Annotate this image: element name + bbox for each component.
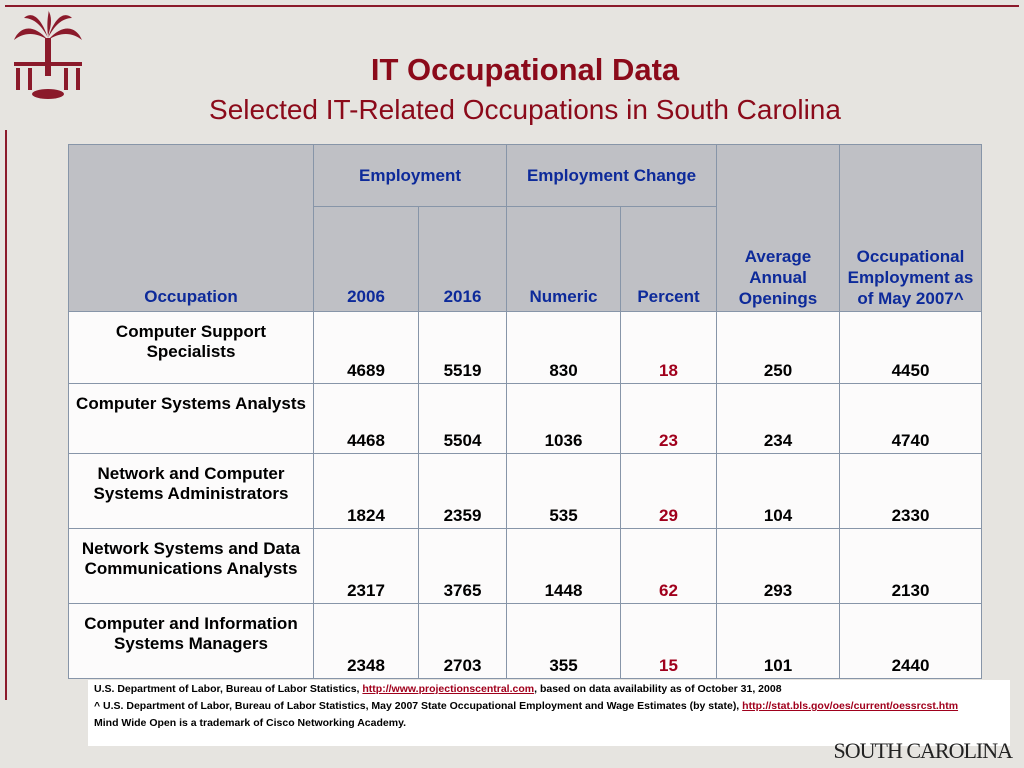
- value-cell: 250: [716, 311, 840, 384]
- header-cell: 2016: [418, 206, 507, 312]
- footnote-link[interactable]: http://stat.bls.gov/oes/current/oessrcst…: [742, 700, 959, 712]
- footnote: U.S. Department of Labor, Bureau of Labo…: [94, 683, 1004, 696]
- value-cell: 5504: [418, 383, 507, 454]
- header-cell: Employment Change: [506, 144, 717, 207]
- footnote: Mind Wide Open is a trademark of Cisco N…: [94, 717, 1004, 730]
- frame-line: [5, 5, 1019, 7]
- value-cell: 2348: [313, 603, 419, 679]
- table-row: Network Systems and Data Communications …: [68, 528, 982, 604]
- footnote-text: Mind Wide Open is a trademark of Cisco N…: [94, 717, 407, 729]
- value-cell: 2359: [418, 453, 507, 529]
- value-cell: 4740: [839, 383, 982, 454]
- header-cell: 2006: [313, 206, 419, 312]
- value-cell: 293: [716, 528, 840, 604]
- table-row: Network and Computer Systems Administrat…: [68, 453, 982, 529]
- value-cell: 355: [506, 603, 621, 679]
- value-cell: 101: [716, 603, 840, 679]
- table-row: Computer Systems Analysts 4468 5504 1036 23 2…: [68, 383, 982, 454]
- footnote-text: U.S. Department of Labor, Bureau of Labo…: [94, 683, 363, 695]
- value-cell: 4689: [313, 311, 419, 384]
- subtitle: Selected IT-Related Occupations in South…: [209, 94, 841, 125]
- value-cell: 18: [620, 311, 717, 384]
- palmetto-logo: [14, 10, 82, 99]
- value-cell: 62: [620, 528, 717, 604]
- value-cell: 23: [620, 383, 717, 454]
- data-table: Occupation Employment Employment Change …: [68, 144, 982, 679]
- occupation-cell: Network Systems and Data Communications …: [68, 528, 314, 604]
- header-cell: Employment: [313, 144, 507, 207]
- header-cell: Occupation: [68, 144, 314, 312]
- value-cell: 29: [620, 453, 717, 529]
- value-cell: 234: [716, 383, 840, 454]
- occupation-cell: Computer Support Specialists: [68, 311, 314, 384]
- value-cell: 1824: [313, 453, 419, 529]
- value-cell: 2130: [839, 528, 982, 604]
- value-cell: 15: [620, 603, 717, 679]
- header-cell: Occupational Employment as of May 2007^: [839, 144, 982, 312]
- value-cell: 2330: [839, 453, 982, 529]
- value-cell: 3765: [418, 528, 507, 604]
- value-cell: 1036: [506, 383, 621, 454]
- value-cell: 830: [506, 311, 621, 384]
- occupation-cell: Computer and Information Systems Manager…: [68, 603, 314, 679]
- value-cell: 1448: [506, 528, 621, 604]
- value-cell: 4468: [313, 383, 419, 454]
- header-cell: Average Annual Openings: [716, 144, 840, 312]
- value-cell: 4450: [839, 311, 982, 384]
- value-cell: 2317: [313, 528, 419, 604]
- header-cell: Percent: [620, 206, 717, 312]
- footnote-text: , based on data availability as of Octob…: [534, 683, 782, 695]
- occupation-cell: Network and Computer Systems Administrat…: [68, 453, 314, 529]
- table-row: Computer and Information Systems Manager…: [68, 603, 982, 679]
- value-cell: 535: [506, 453, 621, 529]
- occupation-cell: Computer Systems Analysts: [68, 383, 314, 454]
- frame-line: [5, 130, 7, 700]
- value-cell: 5519: [418, 311, 507, 384]
- footnote-link[interactable]: http://www.projectionscentral.com: [362, 683, 535, 695]
- logo-text: SOUTH CAROLINA: [833, 738, 1013, 763]
- value-cell: 104: [716, 453, 840, 529]
- value-cell: 2703: [418, 603, 507, 679]
- title: IT Occupational Data: [370, 52, 680, 87]
- value-cell: 2440: [839, 603, 982, 679]
- table-row: Computer Support Specialists 4689 5519 830 1…: [68, 311, 982, 384]
- footnotes: U.S. Department of Labor, Bureau of Labo…: [88, 680, 1010, 746]
- footnote-text: ^ U.S. Department of Labor, Bureau of La…: [94, 700, 743, 712]
- header-cell: Numeric: [506, 206, 621, 312]
- footnote: ^ U.S. Department of Labor, Bureau of La…: [94, 700, 1004, 713]
